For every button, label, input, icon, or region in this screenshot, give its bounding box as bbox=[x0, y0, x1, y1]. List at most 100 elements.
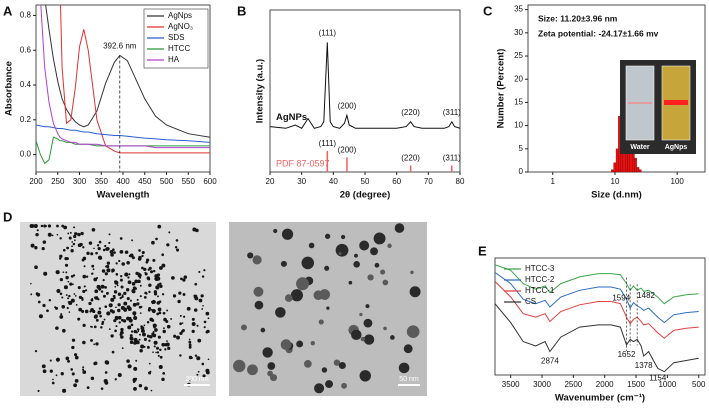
legend-label: HTCC-2 bbox=[525, 275, 555, 284]
particle bbox=[85, 275, 89, 278]
micrographs: D 200 nm 50 nm bbox=[3, 209, 427, 396]
inset-label: AgNps bbox=[665, 144, 688, 151]
particle bbox=[100, 387, 104, 390]
particle bbox=[188, 343, 192, 347]
particle bbox=[203, 320, 207, 324]
particle bbox=[153, 290, 158, 294]
particle bbox=[177, 299, 181, 304]
particle bbox=[41, 247, 45, 251]
particle bbox=[82, 274, 87, 279]
histogram-bar bbox=[638, 169, 642, 173]
particle bbox=[166, 324, 171, 329]
particle bbox=[155, 237, 158, 241]
particle bbox=[102, 248, 106, 252]
particle bbox=[149, 270, 154, 274]
particle bbox=[123, 291, 127, 296]
particle bbox=[72, 242, 76, 246]
particle bbox=[154, 328, 158, 332]
particle bbox=[102, 279, 105, 282]
particle bbox=[78, 307, 83, 312]
particle bbox=[174, 246, 178, 249]
particle bbox=[108, 241, 111, 244]
particle bbox=[90, 376, 95, 381]
particle bbox=[81, 368, 85, 371]
particle bbox=[47, 232, 52, 237]
particle bbox=[70, 249, 74, 253]
particle bbox=[159, 355, 163, 359]
particle bbox=[301, 256, 315, 270]
particle bbox=[138, 383, 143, 388]
particle bbox=[324, 233, 331, 239]
particle bbox=[133, 315, 138, 321]
particle bbox=[173, 334, 177, 338]
particle bbox=[143, 337, 147, 341]
particle bbox=[380, 269, 386, 275]
x-tick-label: 200 bbox=[29, 177, 43, 186]
particle bbox=[147, 277, 151, 281]
particle bbox=[132, 302, 137, 307]
particle bbox=[63, 285, 68, 290]
scale-bar-label: 50 nm bbox=[399, 376, 419, 383]
particle bbox=[148, 339, 151, 342]
particle bbox=[140, 305, 143, 309]
particle bbox=[102, 294, 106, 298]
particle bbox=[117, 292, 122, 297]
particle bbox=[359, 240, 370, 251]
particle bbox=[51, 381, 55, 385]
particle bbox=[125, 288, 130, 292]
particle bbox=[159, 284, 163, 289]
particle bbox=[326, 306, 330, 310]
particle bbox=[42, 303, 46, 308]
particle bbox=[139, 312, 142, 314]
particle bbox=[296, 340, 304, 348]
particles bbox=[29, 223, 421, 394]
particle bbox=[65, 356, 70, 361]
particle bbox=[95, 251, 98, 255]
particle bbox=[43, 271, 48, 276]
x-tick-label: 30 bbox=[297, 177, 306, 186]
particle bbox=[122, 307, 127, 311]
particle bbox=[129, 334, 133, 337]
series-line bbox=[40, 5, 210, 149]
particle bbox=[41, 364, 46, 369]
particle bbox=[136, 331, 138, 334]
particle bbox=[196, 356, 201, 361]
particle bbox=[115, 306, 117, 309]
particle bbox=[188, 340, 192, 344]
particle bbox=[202, 374, 206, 378]
particle bbox=[360, 336, 366, 342]
particle bbox=[124, 250, 129, 254]
histogram-bar bbox=[613, 162, 617, 173]
particle bbox=[161, 377, 165, 382]
particle bbox=[67, 280, 70, 283]
panel-label: B bbox=[237, 3, 246, 18]
particle bbox=[37, 389, 40, 392]
particle bbox=[157, 283, 160, 286]
particle bbox=[176, 335, 180, 340]
particle bbox=[157, 354, 160, 357]
particle bbox=[105, 264, 110, 269]
particle bbox=[104, 272, 108, 276]
particle bbox=[137, 279, 141, 284]
particle bbox=[120, 335, 124, 339]
series-line bbox=[270, 42, 460, 129]
particle bbox=[71, 283, 74, 286]
particle bbox=[151, 301, 154, 304]
reference-label: (220) bbox=[401, 154, 420, 163]
particle bbox=[68, 300, 73, 305]
annotation: 1594 bbox=[612, 293, 630, 302]
particle bbox=[359, 312, 363, 317]
particle bbox=[97, 255, 103, 260]
particle bbox=[117, 303, 121, 307]
particle bbox=[118, 259, 121, 263]
particle bbox=[55, 357, 61, 362]
particle bbox=[73, 383, 78, 388]
particle bbox=[91, 227, 96, 232]
particle bbox=[206, 329, 210, 333]
particle bbox=[73, 353, 78, 357]
legend-label: AgNO₃ bbox=[168, 22, 193, 31]
particle bbox=[85, 289, 88, 292]
particle bbox=[115, 273, 119, 276]
particle bbox=[136, 340, 139, 343]
particle bbox=[30, 282, 32, 285]
